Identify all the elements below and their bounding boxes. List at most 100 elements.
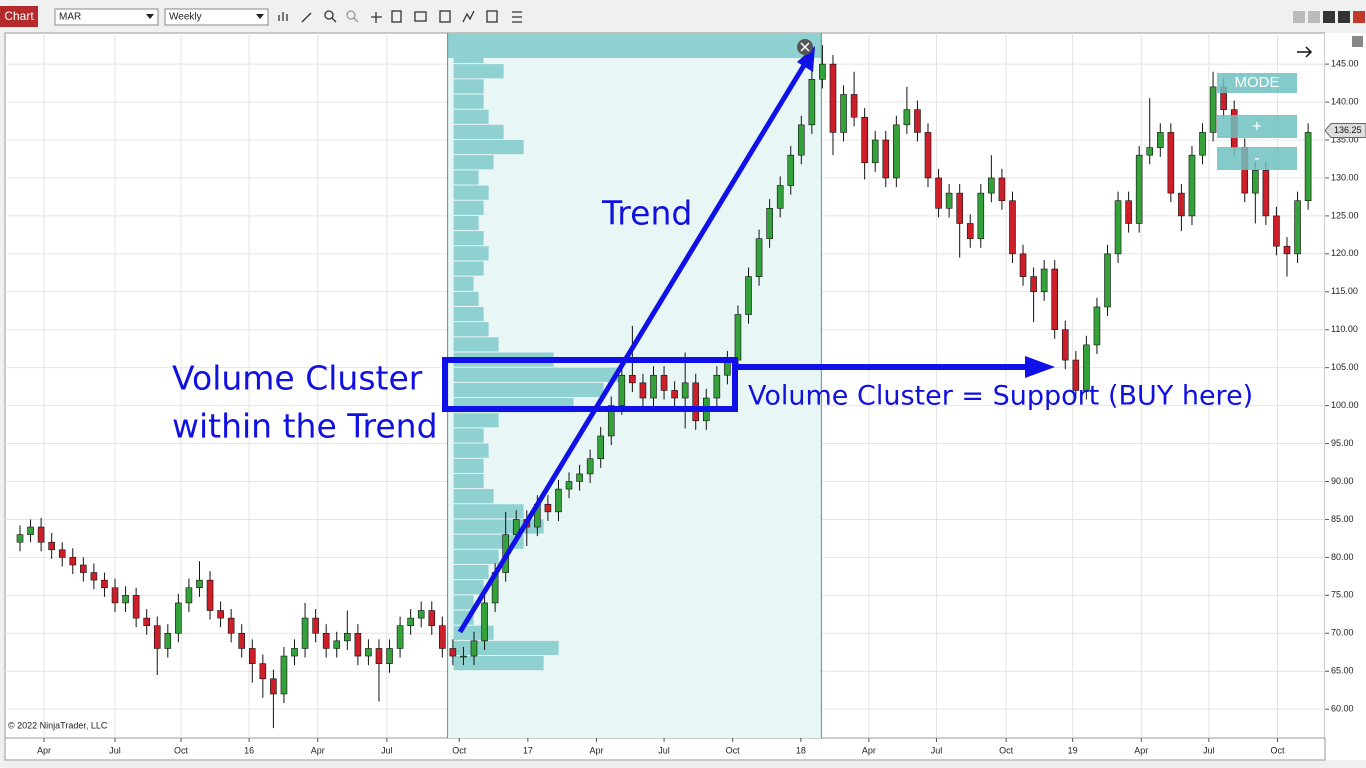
x-tick-label: Oct — [726, 745, 741, 755]
candle-body — [787, 154, 795, 186]
candle-body — [143, 617, 150, 626]
y-tick-label: 140.00 — [1331, 96, 1359, 106]
chart-tab[interactable] — [0, 6, 38, 27]
instrument-label[interactable]: MAR — [59, 12, 81, 23]
profile-bar — [453, 231, 484, 246]
candle-body — [945, 192, 953, 209]
candle-body — [396, 625, 404, 649]
candle-body — [37, 526, 45, 543]
profile-bar — [453, 458, 484, 473]
chart-tab-label[interactable]: Chart — [4, 9, 34, 23]
copyright: © 2022 NinjaTrader, LLC — [8, 720, 108, 730]
candle-body — [1104, 253, 1111, 308]
x-tick-label: 18 — [796, 745, 806, 755]
candle-body — [80, 564, 87, 573]
profile-bar — [453, 519, 544, 534]
mode-panel[interactable] — [1217, 73, 1297, 170]
candle-body — [882, 139, 890, 179]
candle-body — [270, 678, 277, 695]
candle-body — [354, 632, 362, 657]
profile-bar — [453, 367, 619, 382]
candle-body — [407, 617, 414, 626]
f-button[interactable] — [1352, 36, 1363, 47]
candle-body — [1262, 170, 1270, 217]
window-buttons[interactable] — [1293, 11, 1365, 23]
x-tick-label: Apr — [862, 745, 876, 755]
y-tick-label: 125.00 — [1331, 210, 1359, 220]
profile-bar — [453, 382, 604, 398]
candle-body — [1040, 268, 1048, 293]
x-tick-label: Jul — [931, 745, 943, 755]
x-tick-label: Apr — [589, 745, 603, 755]
candle-body — [238, 632, 246, 649]
candle-body — [660, 374, 668, 391]
x-tick-label: 16 — [244, 745, 254, 755]
candle-body — [914, 109, 921, 133]
candle-body — [935, 177, 942, 209]
x-tick-label: Jul — [1203, 745, 1215, 755]
profile-bar — [453, 580, 484, 595]
profile-bar — [453, 155, 494, 170]
candle-body — [280, 655, 288, 695]
candle-body — [766, 208, 773, 239]
candle-body — [1304, 132, 1312, 202]
y-tick-label: 130.00 — [1331, 172, 1359, 182]
x-tick-label: Apr — [1134, 745, 1148, 755]
candle-body — [48, 541, 55, 551]
profile-bar — [453, 337, 499, 352]
candle-body — [460, 655, 467, 658]
candle-body — [1093, 306, 1101, 346]
y-tick-label: 135.00 — [1331, 134, 1359, 144]
candle-body — [1019, 253, 1027, 277]
candle-body — [291, 648, 298, 657]
x-tick-label: Oct — [452, 745, 467, 755]
cluster-annotation: within the Trend — [172, 407, 438, 446]
candle-body — [544, 503, 552, 513]
mode-button[interactable]: MODE — [1235, 74, 1280, 91]
candle-body — [153, 625, 161, 649]
y-tick-label: 70.00 — [1331, 628, 1354, 638]
support-annotation: Volume Cluster = Support (BUY here) — [748, 381, 1253, 412]
candle-body — [481, 602, 488, 642]
candle-body — [829, 63, 837, 133]
profile-bar — [453, 94, 484, 109]
x-tick-label: Apr — [37, 745, 51, 755]
candle-body — [871, 139, 879, 164]
y-tick-label: 105.00 — [1331, 362, 1359, 372]
candle-body — [1135, 154, 1143, 224]
instrument-select[interactable] — [54, 8, 159, 26]
profile-bar — [453, 261, 484, 276]
candle-body — [639, 382, 647, 399]
profile-bar — [453, 140, 524, 155]
profile-bar — [453, 64, 504, 79]
candle-body — [1156, 132, 1164, 148]
scroll-arrow[interactable] — [1297, 46, 1313, 58]
profile-bar — [453, 564, 489, 580]
candle-body — [449, 648, 457, 657]
candle-body — [132, 595, 140, 619]
zoom-out-button[interactable]: - — [1254, 148, 1260, 167]
zoom-in-button[interactable]: + — [1252, 116, 1262, 135]
candle-body — [259, 663, 267, 680]
candle-body — [365, 648, 372, 657]
interval-select[interactable] — [164, 8, 269, 26]
candle-body — [111, 587, 119, 604]
candle-body — [101, 579, 108, 589]
candle-body — [745, 276, 752, 315]
candle-body — [375, 648, 383, 664]
interval-label[interactable]: Weekly — [169, 12, 202, 23]
y-tick-label: 145.00 — [1331, 58, 1359, 68]
toolbar-icons[interactable] — [278, 10, 522, 23]
profile-bar — [453, 443, 489, 458]
profile-bar — [453, 200, 484, 215]
y-tick-label: 75.00 — [1331, 590, 1354, 600]
candle-body — [344, 632, 351, 642]
candle-body — [428, 610, 436, 626]
x-tick-label: Oct — [999, 745, 1014, 755]
candle-body — [90, 572, 98, 581]
y-tick-label: 95.00 — [1331, 438, 1354, 448]
candle-body — [607, 405, 615, 437]
profile-bar — [453, 428, 484, 443]
candle-body — [956, 192, 963, 224]
